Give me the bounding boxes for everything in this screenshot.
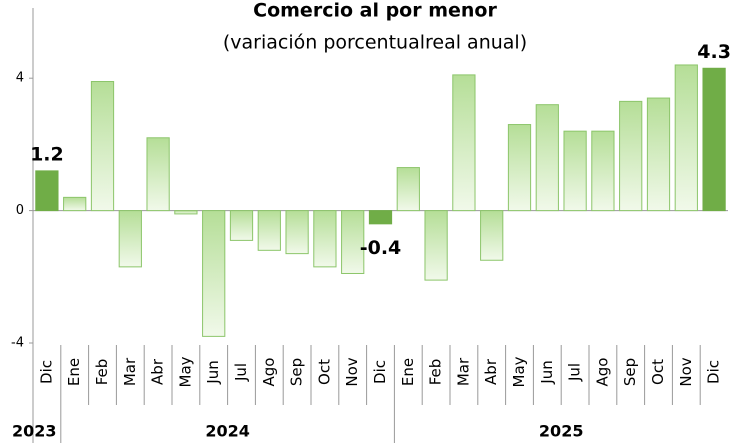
bar: [591, 130, 615, 212]
bar: [424, 210, 448, 281]
x-tick-label: Ene: [65, 358, 83, 386]
bar: [313, 210, 337, 268]
bar: [702, 67, 726, 212]
x-tick-label: Oct: [315, 359, 333, 385]
value-label: 4.3: [697, 41, 731, 63]
y-tick-label: 0: [16, 203, 24, 218]
bar: [202, 210, 226, 337]
x-tick-label: Dic: [371, 360, 389, 384]
x-tick-label: Abr: [482, 358, 500, 385]
bar: [452, 74, 476, 212]
bar: [535, 104, 559, 212]
bar: [285, 210, 309, 255]
x-tick-label: May: [510, 356, 528, 387]
bar: [35, 170, 59, 212]
bar: [146, 137, 170, 212]
x-tick-label: Feb: [93, 359, 111, 386]
x-tick-label: Nov: [343, 357, 361, 386]
bar: [563, 130, 587, 212]
bar: [229, 210, 254, 241]
bar: [118, 210, 142, 268]
x-tick-label: Dic: [37, 360, 55, 384]
bar: [646, 97, 671, 212]
x-tick-label: Ago: [260, 358, 278, 387]
x-tick-label: Mar: [454, 357, 472, 386]
bar: [368, 210, 393, 225]
x-tick-label: Feb: [427, 359, 445, 386]
x-tick-label: Nov: [677, 357, 695, 386]
x-tick-label: Sep: [621, 358, 639, 386]
y-tick-label: -4: [11, 336, 24, 351]
x-tick-label: Jul: [232, 363, 250, 382]
bar: [619, 100, 643, 212]
bar: [257, 210, 281, 251]
bar: [480, 210, 504, 261]
x-tick-label: Ene: [399, 358, 417, 386]
bar: [341, 210, 365, 274]
chart-subtitle: (variación porcentualreal anual): [223, 32, 527, 54]
x-tick-label: Abr: [149, 358, 167, 385]
bar: [507, 124, 532, 212]
x-tick-label: Mar: [121, 357, 139, 386]
bar: [63, 196, 87, 212]
x-tick-label: Jun: [538, 360, 556, 384]
x-tick-label: Sep: [288, 358, 306, 386]
bar: [90, 81, 115, 212]
year-label: 2025: [539, 422, 584, 441]
x-tick-label: May: [176, 356, 194, 387]
value-label: 1.2: [30, 143, 64, 165]
x-tick-label: Oct: [649, 359, 667, 385]
bar: [174, 210, 198, 215]
year-label: 2023: [12, 422, 57, 441]
x-tick-label: Ago: [593, 358, 611, 387]
bar: [396, 167, 420, 212]
x-tick-label: Dic: [705, 360, 723, 384]
bar: [674, 64, 698, 212]
chart-title: Comercio al por menor: [253, 0, 497, 22]
value-label: -0.4: [360, 237, 402, 259]
year-label: 2024: [205, 422, 250, 441]
y-tick-label: 4: [16, 71, 24, 86]
x-tick-label: Jun: [204, 360, 222, 384]
x-tick-label: Jul: [566, 363, 584, 382]
